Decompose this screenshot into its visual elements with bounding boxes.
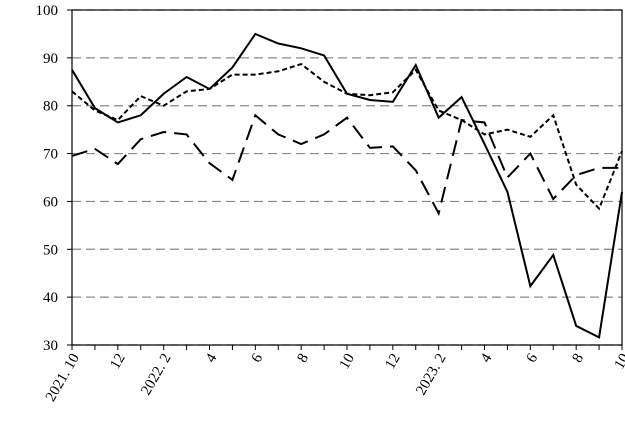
y-tick-label: 60: [43, 194, 58, 210]
x-tick-label: 12: [107, 351, 128, 372]
y-tick-label: 80: [43, 99, 58, 115]
x-tick-label: 2022. 2: [138, 351, 174, 398]
y-tick-label: 70: [43, 147, 58, 163]
y-tick-label: 50: [43, 242, 58, 258]
x-tick-label: 8: [569, 351, 587, 365]
y-tick-label: 30: [43, 338, 58, 354]
x-tick-label: 12: [382, 351, 403, 372]
y-tick-label: 100: [36, 3, 59, 19]
series-line: [71, 62, 623, 211]
series-line: [71, 32, 623, 339]
x-tick-label: 10: [337, 351, 358, 372]
x-tick-label: 2023. 2: [413, 351, 449, 398]
y-tick-label: 40: [43, 290, 58, 306]
y-tick-label: 90: [43, 51, 58, 67]
x-tick-label: 10: [612, 351, 625, 372]
x-tick-label: 6: [524, 351, 542, 366]
series-line: [71, 113, 622, 217]
x-tick-label: 8: [294, 351, 312, 365]
x-tick-label: 4: [203, 351, 221, 366]
x-tick-label: 6: [249, 351, 267, 366]
plot-frame: [71, 9, 623, 346]
x-tick-label: 4: [478, 351, 496, 366]
x-tick-label: 2021. 10: [43, 351, 83, 404]
